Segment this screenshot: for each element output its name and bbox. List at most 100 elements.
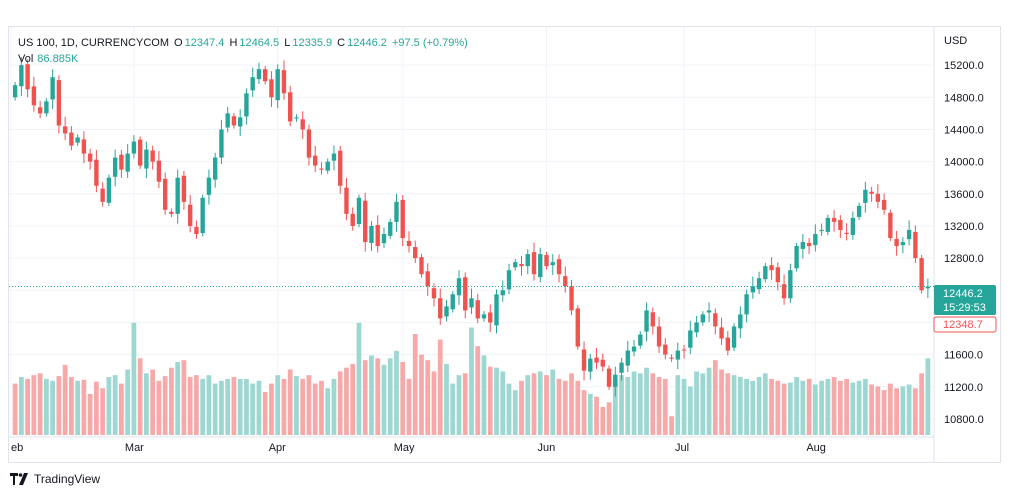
candle: [81, 131, 87, 164]
volume-bar: [494, 367, 499, 435]
candle: [556, 254, 562, 283]
prev-close-tag: [933, 316, 997, 333]
candle-body: [788, 270, 793, 299]
candle: [44, 98, 49, 117]
candle: [313, 146, 318, 173]
candle-body: [319, 168, 324, 170]
candle: [850, 211, 856, 240]
candle-body: [12, 85, 18, 98]
volume-bar: [625, 377, 631, 435]
symbol-label: US 100, 1D, CURRENCYCOM: [18, 37, 169, 49]
candle-body: [156, 160, 162, 182]
time-axis[interactable]: eb Mar Apr May Jun Jul Aug: [11, 442, 826, 454]
candle-body: [194, 226, 199, 234]
candle: [538, 247, 543, 282]
volume-bar: [31, 375, 37, 435]
candle: [250, 67, 255, 97]
volume-legend[interactable]: Vol 86.885K: [18, 53, 78, 65]
candle-body: [594, 357, 599, 363]
candle-body: [81, 139, 87, 154]
volume-bar: [531, 373, 537, 435]
candle: [831, 209, 837, 232]
volume-bar: [856, 380, 862, 435]
candle: [37, 100, 43, 119]
volume-bar: [650, 373, 656, 435]
candle: [694, 316, 699, 338]
last-price-value: 12446.2: [943, 288, 983, 300]
candle: [838, 215, 843, 239]
candle-body: [350, 213, 355, 226]
ohlc-legend[interactable]: US 100, 1D, CURRENCYCOM O 12347.4 H 12464.…: [18, 37, 470, 49]
candle-body: [750, 286, 756, 293]
y-tick-label: 11200.0: [944, 382, 983, 394]
candle-body: [175, 177, 180, 214]
candle-body: [475, 300, 480, 319]
candle-body: [813, 233, 818, 246]
volume-bar: [162, 376, 168, 435]
volume-bar: [419, 354, 424, 435]
candle-body: [100, 188, 105, 202]
candle: [463, 272, 468, 319]
candle: [450, 291, 455, 313]
candle-body: [300, 119, 305, 130]
price-candles: [12, 57, 931, 397]
volume-bar: [412, 334, 418, 435]
candle-body: [244, 93, 249, 117]
candle-body: [406, 240, 412, 247]
volume-bar: [50, 380, 56, 435]
chart-frame: USD 10800.011200.011600.012000.012400.01…: [8, 26, 1001, 463]
volume-bar: [275, 375, 281, 435]
x-tick-label: Aug: [806, 442, 826, 454]
candle: [100, 182, 105, 207]
volume-bar: [44, 378, 49, 435]
candle: [413, 240, 418, 263]
prev-close-value: 12348.7: [943, 319, 983, 331]
candle: [306, 124, 312, 166]
candle: [488, 304, 493, 333]
candle-body: [869, 191, 874, 194]
y-tick-label: 14000.0: [944, 157, 984, 169]
volume-bar: [725, 373, 731, 435]
candle-body: [888, 212, 893, 239]
candle: [844, 223, 849, 241]
volume-bar: [437, 339, 443, 435]
candle: [25, 59, 30, 98]
candle-body: [806, 242, 812, 247]
tradingview-logo[interactable]: TradingView: [10, 472, 100, 486]
volume-bar: [369, 355, 374, 435]
currency-label: USD: [944, 35, 967, 47]
candle: [656, 316, 662, 353]
volume-bar: [706, 367, 712, 435]
candle-body: [894, 238, 899, 247]
volume-bar: [212, 383, 218, 435]
volume-bar: [862, 378, 868, 435]
price-axis[interactable]: USD 10800.011200.011600.012000.012400.01…: [944, 35, 984, 426]
candle: [150, 145, 155, 170]
candle: [206, 169, 212, 205]
candle-body: [187, 204, 193, 226]
volume-bar: [300, 378, 306, 435]
candle-body: [819, 229, 824, 232]
candle-body: [863, 189, 868, 203]
candle-body: [288, 92, 293, 122]
volume-bar: [469, 327, 474, 435]
candle-body: [119, 154, 124, 170]
volume-bar: [656, 377, 662, 435]
candle-body: [425, 271, 430, 287]
volume-bar: [387, 358, 393, 435]
volume-bar: [556, 378, 562, 435]
candle-body: [37, 107, 43, 114]
candle: [50, 69, 55, 110]
tradingview-wordmark: TradingView: [34, 472, 101, 486]
candle-body: [906, 229, 912, 240]
volume-value: 86.885K: [37, 53, 79, 65]
candle-body: [613, 374, 618, 387]
candle-body: [925, 286, 931, 289]
candlestick-chart[interactable]: USD 10800.011200.011600.012000.012400.01…: [9, 27, 1000, 462]
candle: [19, 57, 24, 96]
volume-bar: [919, 373, 924, 435]
candle: [388, 218, 393, 240]
y-tick-label: 15200.0: [944, 60, 984, 72]
volume-bars: [12, 322, 931, 435]
candle-body: [544, 255, 549, 267]
